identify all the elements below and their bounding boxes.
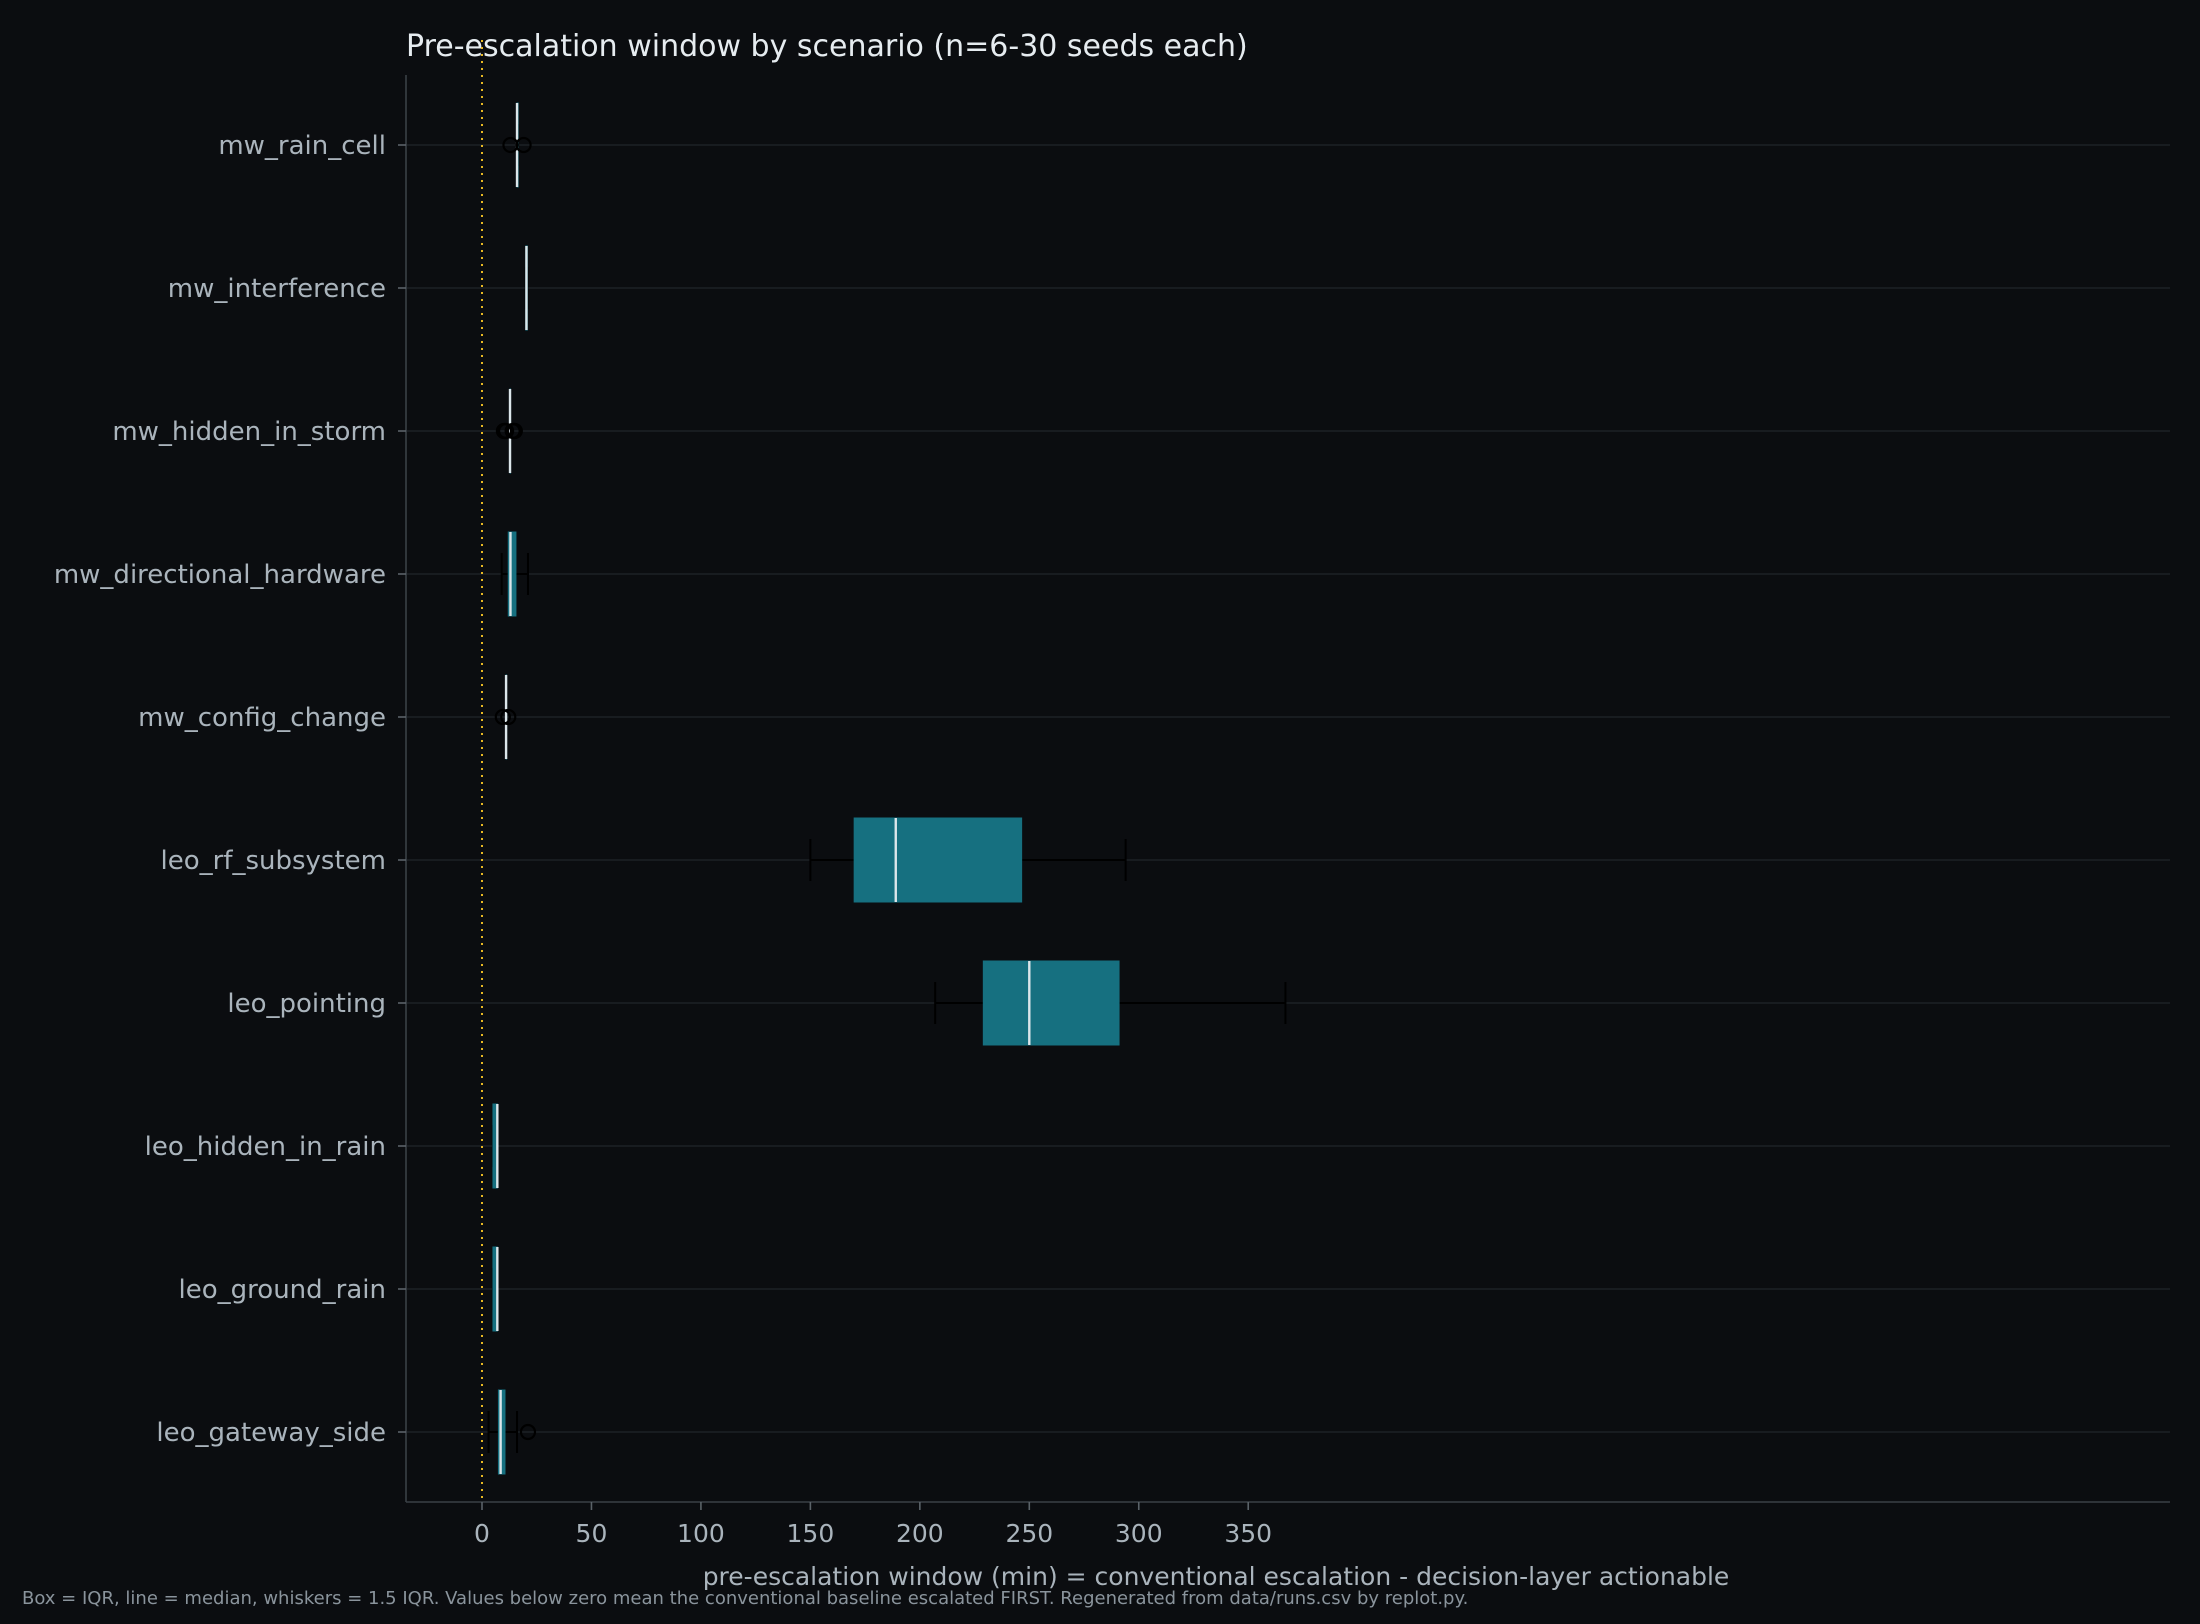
iqr-box: [507, 531, 517, 617]
y-tick-label: leo_pointing: [227, 989, 386, 1019]
x-tick-label: 50: [576, 1519, 608, 1548]
x-tick-label: 0: [474, 1519, 490, 1548]
x-tick-label: 100: [677, 1519, 725, 1548]
y-tick-label: mw_interference: [168, 274, 386, 304]
x-tick-label: 350: [1224, 1519, 1272, 1548]
box-leo_gateway_side: [487, 1389, 537, 1475]
iqr-box: [853, 817, 1023, 903]
box-mw_hidden_in_storm: [495, 388, 523, 474]
plot-area: 0 50 100 150 200 250 300 350 mw_rain_cell mw_inte…: [54, 40, 2170, 1548]
x-tick-label: 250: [1005, 1519, 1053, 1548]
outlier-point: [506, 422, 523, 440]
box-mw_config_change: [494, 674, 517, 760]
y-tick-label: mw_directional_hardware: [54, 560, 386, 590]
outlier-point: [519, 1423, 537, 1441]
y-tick-label: leo_rf_subsystem: [161, 846, 387, 876]
box-leo_hidden_in_rain: [491, 1103, 499, 1189]
y-tick-label: leo_hidden_in_rain: [145, 1132, 386, 1162]
box-mw_interference: [524, 245, 529, 331]
y-tick-label: mw_hidden_in_storm: [112, 417, 386, 447]
iqr-box: [982, 960, 1120, 1046]
x-axis-label: pre-escalation window (min) = convention…: [703, 1562, 1730, 1591]
x-tick-label: 150: [787, 1519, 835, 1548]
box-leo_rf_subsystem: [809, 817, 1127, 903]
outlier-point: [497, 422, 515, 440]
y-tick-label: mw_config_change: [138, 703, 386, 733]
x-tick-label: 200: [896, 1519, 944, 1548]
outlier-point: [515, 136, 532, 154]
footnote: Box = IQR, line = median, whiskers = 1.5…: [22, 1588, 1468, 1609]
box-mw_directional_hardware: [500, 531, 529, 617]
y-tick-label: leo_gateway_side: [156, 1418, 386, 1448]
x-tick-label: 300: [1115, 1519, 1163, 1548]
outlier-point: [500, 708, 517, 726]
y-tick-label: leo_ground_rain: [179, 1275, 386, 1305]
box-leo_pointing: [934, 960, 1287, 1046]
chart-title: Pre-escalation window by scenario (n=6-3…: [406, 29, 1248, 64]
y-tick-label: mw_rain_cell: [218, 131, 386, 161]
box-leo_ground_rain: [491, 1246, 499, 1332]
box-mw_rain_cell: [502, 102, 532, 188]
outlier-point: [494, 708, 511, 726]
